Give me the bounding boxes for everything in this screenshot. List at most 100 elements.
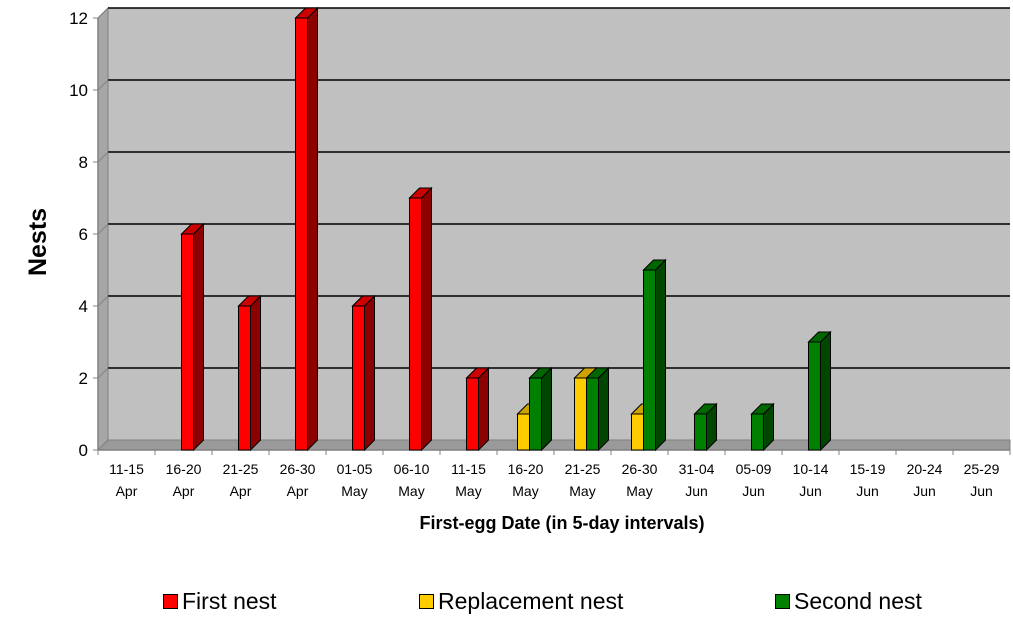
bar-top xyxy=(585,367,610,379)
legend-swatch-second-nest xyxy=(775,593,790,609)
y-tick-label: 12 xyxy=(69,9,88,28)
bar-top xyxy=(528,367,553,379)
x-tick-label: Apr xyxy=(287,483,309,499)
bar-second-nest xyxy=(807,330,832,452)
y-axis-title: Nests xyxy=(24,208,52,276)
bar-top xyxy=(693,403,718,415)
bar-side xyxy=(307,6,318,452)
bar-front xyxy=(238,305,251,451)
bar-top xyxy=(180,223,205,235)
bar-second-nest xyxy=(693,402,718,452)
wall-grid-diagonal xyxy=(97,295,109,307)
bar-side xyxy=(598,366,609,452)
bar-first-nest xyxy=(237,294,262,452)
legend-item-first-nest: First nest xyxy=(163,588,277,614)
x-tick-label: Jun xyxy=(970,483,993,499)
x-tick-label: 11-15 xyxy=(451,461,486,477)
x-tick-label: 05-09 xyxy=(736,461,772,477)
bar-front xyxy=(643,269,656,451)
x-tick-label: Apr xyxy=(173,483,195,499)
bar-first-nest xyxy=(180,222,205,452)
x-tick-label: Apr xyxy=(116,483,138,499)
wall-grid-diagonal xyxy=(97,7,109,19)
legend-swatch-first-nest xyxy=(163,593,178,609)
x-tick-label: 25-29 xyxy=(964,461,1000,477)
bar-second-nest xyxy=(585,366,610,452)
x-tick-label: 16-20 xyxy=(508,461,544,477)
x-tick-label: 26-30 xyxy=(622,461,658,477)
y-tick-label: 10 xyxy=(69,81,88,100)
x-tick-label: May xyxy=(398,483,424,499)
x-tick-label: May xyxy=(626,483,652,499)
bar-side xyxy=(364,294,375,452)
legend-item-replacement-nest: Replacement nest xyxy=(419,588,623,614)
x-tick-label: May xyxy=(455,483,481,499)
x-tick-label: 10-14 xyxy=(793,461,829,477)
x-tick-label: 06-10 xyxy=(394,461,430,477)
bar-side xyxy=(541,366,552,452)
x-tick-label: Jun xyxy=(685,483,708,499)
y-tick-label: 6 xyxy=(79,225,88,244)
bar-front xyxy=(751,413,764,451)
x-tick-label: 15-19 xyxy=(850,461,886,477)
bar-side xyxy=(193,222,204,452)
floor xyxy=(96,439,1011,451)
y-tick-label: 4 xyxy=(79,297,88,316)
x-tick-label: Jun xyxy=(856,483,879,499)
bar-side xyxy=(655,258,666,452)
bar-front xyxy=(409,197,422,451)
bar-first-nest xyxy=(408,186,433,452)
bar-front xyxy=(694,413,707,451)
x-tick-label: Jun xyxy=(913,483,936,499)
x-tick-label: 20-24 xyxy=(907,461,943,477)
bar-top xyxy=(408,187,433,199)
legend-item-second-nest: Second nest xyxy=(775,588,922,614)
x-tick-label: 21-25 xyxy=(565,461,601,477)
bar-front xyxy=(181,233,194,451)
bar-first-nest xyxy=(294,6,319,452)
y-tick-label: 2 xyxy=(79,369,88,388)
bar-front xyxy=(295,17,308,451)
bar-top xyxy=(294,7,319,19)
x-tick-label: Jun xyxy=(799,483,822,499)
bar-top xyxy=(237,295,262,307)
bar-side xyxy=(421,186,432,452)
x-tick-label: 21-25 xyxy=(223,461,259,477)
bar-top xyxy=(642,259,667,271)
legend-swatch-replacement-nest xyxy=(419,593,434,609)
bar-top xyxy=(807,331,832,343)
y-tick-label: 0 xyxy=(79,441,88,460)
bar-front xyxy=(466,377,479,451)
bar-first-nest xyxy=(351,294,376,452)
x-tick-label: Jun xyxy=(742,483,765,499)
bar-top xyxy=(465,367,490,379)
bar-side xyxy=(478,366,489,452)
bar-front xyxy=(586,377,599,451)
wall-grid-diagonal xyxy=(97,367,109,379)
bar-first-nest xyxy=(465,366,490,452)
bar-front xyxy=(808,341,821,451)
bar-front xyxy=(574,377,587,451)
wall-grid-diagonal xyxy=(97,151,109,163)
bar-front xyxy=(631,413,644,451)
x-tick-label: 01-05 xyxy=(337,461,373,477)
wall-grid-diagonal xyxy=(97,223,109,235)
bar-second-nest xyxy=(642,258,667,452)
bar-second-nest xyxy=(750,402,775,452)
bar-front xyxy=(517,413,530,451)
x-tick-label: May xyxy=(569,483,595,499)
bar-front xyxy=(529,377,542,451)
x-tick-label: Apr xyxy=(230,483,252,499)
x-tick-label: May xyxy=(341,483,367,499)
x-tick-label: 16-20 xyxy=(166,461,202,477)
bar-side xyxy=(820,330,831,452)
wall-grid-diagonal xyxy=(97,79,109,91)
x-axis-title: First-egg Date (in 5-day intervals) xyxy=(419,513,704,533)
bar-second-nest xyxy=(528,366,553,452)
x-tick-label: 26-30 xyxy=(280,461,316,477)
legend-label-second-nest: Second nest xyxy=(794,588,922,614)
legend-label-replacement-nest: Replacement nest xyxy=(438,588,624,614)
legend-label-first-nest: First nest xyxy=(182,588,277,614)
